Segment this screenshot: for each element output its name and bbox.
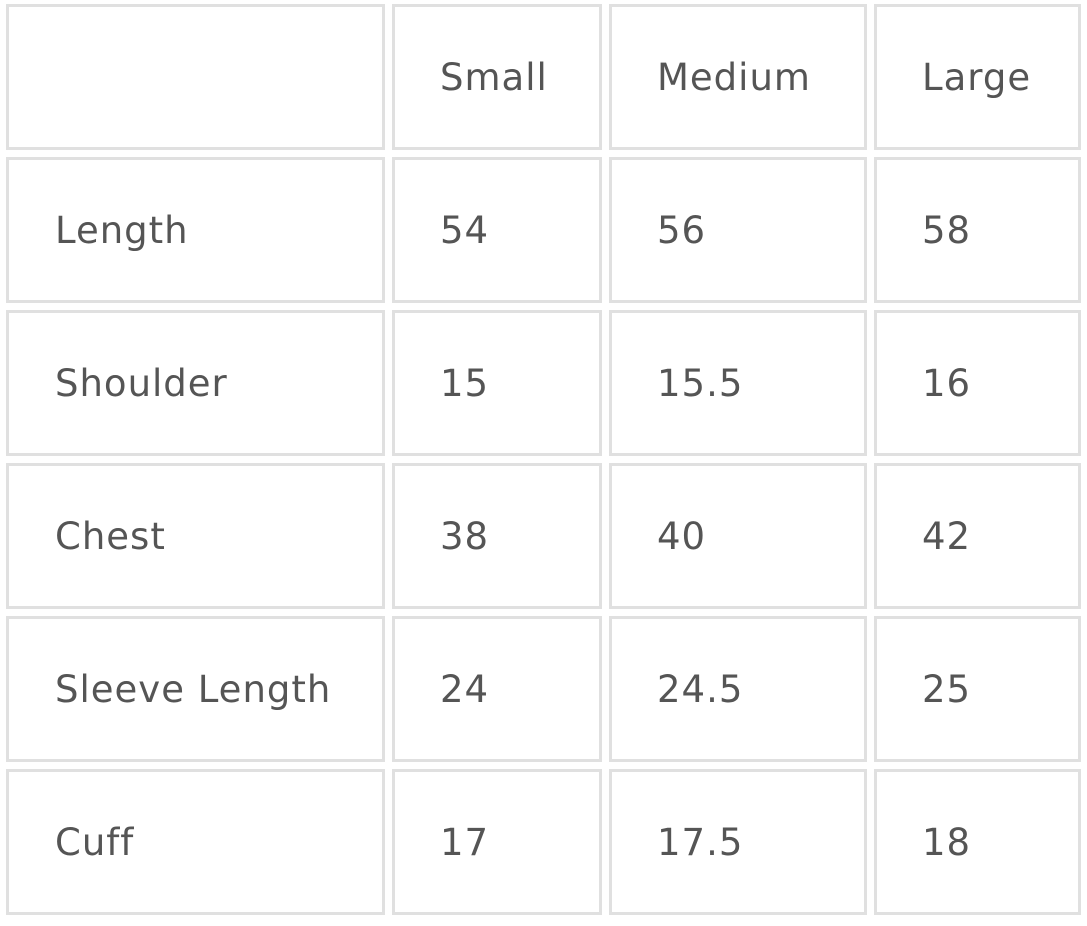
value-cell: 17 bbox=[392, 769, 602, 915]
header-cell: Medium bbox=[609, 4, 867, 150]
row-label-cell: Length bbox=[6, 157, 385, 303]
value-cell: 25 bbox=[874, 616, 1081, 762]
value-cell: 15 bbox=[392, 310, 602, 456]
value-cell: 17.5 bbox=[609, 769, 867, 915]
header-cell-empty bbox=[6, 4, 385, 150]
value-cell: 54 bbox=[392, 157, 602, 303]
value-cell: 58 bbox=[874, 157, 1081, 303]
value-cell: 56 bbox=[609, 157, 867, 303]
value-cell: 16 bbox=[874, 310, 1081, 456]
value-cell: 42 bbox=[874, 463, 1081, 609]
size-chart-table: Small Medium Large Length 54 56 58 Shoulder 15 15… bbox=[6, 4, 1081, 915]
row-label-cell: Shoulder bbox=[6, 310, 385, 456]
value-cell: 15.5 bbox=[609, 310, 867, 456]
value-cell: 38 bbox=[392, 463, 602, 609]
row-label-cell: Chest bbox=[6, 463, 385, 609]
row-label-cell: Cuff bbox=[6, 769, 385, 915]
value-cell: 40 bbox=[609, 463, 867, 609]
value-cell: 24 bbox=[392, 616, 602, 762]
header-cell: Small bbox=[392, 4, 602, 150]
header-cell: Large bbox=[874, 4, 1081, 150]
value-cell: 18 bbox=[874, 769, 1081, 915]
value-cell: 24.5 bbox=[609, 616, 867, 762]
row-label-cell: Sleeve Length bbox=[6, 616, 385, 762]
